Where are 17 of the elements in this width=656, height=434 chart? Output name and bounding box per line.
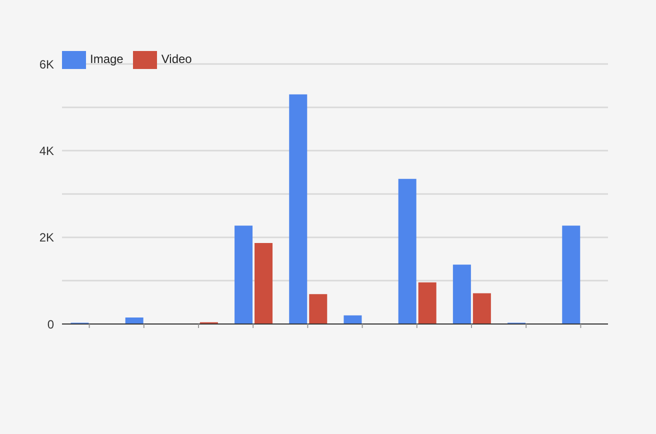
y-tick-label: 0 xyxy=(47,317,54,332)
y-tick-label: 4K xyxy=(39,144,54,158)
bar xyxy=(125,318,144,324)
bar xyxy=(398,178,416,324)
bar xyxy=(472,293,491,324)
bar xyxy=(344,315,362,324)
legend-label: Image xyxy=(90,52,124,66)
legend-label: Video xyxy=(161,52,192,66)
bar xyxy=(309,294,328,324)
y-tick-label: 2K xyxy=(39,230,54,245)
bar xyxy=(254,242,273,324)
y-tick-label: 6K xyxy=(39,57,54,72)
bar xyxy=(234,226,253,324)
bar xyxy=(452,264,471,324)
bar xyxy=(418,282,436,324)
bar xyxy=(562,226,580,324)
bar xyxy=(289,94,308,324)
